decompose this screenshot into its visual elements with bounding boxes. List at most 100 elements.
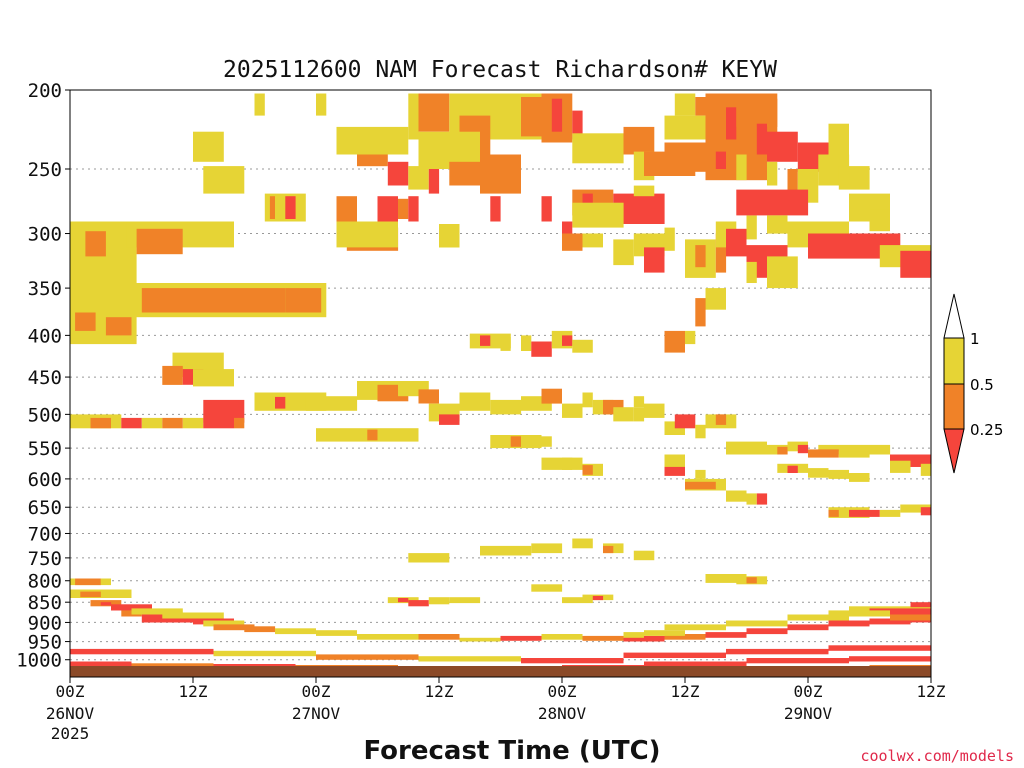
ri-cell (480, 176, 521, 194)
ri-cell (869, 608, 931, 615)
ri-cell (131, 608, 183, 615)
ri-cell (285, 288, 322, 313)
ri-cell (541, 634, 583, 640)
ri-cell (726, 107, 737, 140)
ri-cell (316, 93, 327, 116)
ri-cell (136, 228, 183, 255)
ri-cell (377, 428, 398, 442)
ri-cell (920, 507, 931, 516)
ri-cell (70, 661, 132, 667)
ri-cell (244, 626, 276, 633)
ri-cell (869, 209, 890, 232)
ri-cell (828, 620, 870, 627)
ri-cell (70, 648, 214, 655)
ri-cell (726, 620, 788, 627)
ri-cell (572, 538, 593, 549)
ri-cell (75, 312, 96, 331)
ri-cell (664, 634, 706, 640)
ri-cell (162, 417, 183, 429)
ri-cell (664, 466, 685, 476)
ri-cell (644, 403, 665, 418)
ri-cell (756, 493, 768, 505)
ri-cell (705, 574, 747, 583)
x-tick-time: 12Z (671, 682, 700, 701)
x-tick-date: 29NOV (784, 704, 833, 723)
x-tick-time: 12Z (179, 682, 208, 701)
ri-cell (275, 396, 286, 409)
y-tick-label: 600 (28, 469, 62, 491)
ri-cell (572, 110, 583, 140)
legend-label-0.5: 0.5 (970, 376, 994, 394)
y-tick-label: 550 (28, 438, 62, 460)
y-tick-label: 850 (28, 592, 62, 614)
ri-cell (808, 468, 829, 478)
ri-cell (623, 632, 644, 638)
ri-cell (767, 215, 788, 234)
y-tick-label: 400 (28, 325, 62, 347)
legend-swatch-yellow (943, 337, 965, 385)
ri-cell (336, 126, 409, 155)
legend-arrow-top (943, 293, 965, 339)
y-tick-label: 1000 (16, 650, 62, 672)
ri-cell (715, 414, 727, 425)
ri-cell (213, 650, 316, 657)
ri-cell (900, 504, 931, 513)
ri-cell (531, 341, 552, 357)
ri-cell (644, 151, 696, 176)
ri-cell (141, 288, 286, 313)
ri-cell (418, 93, 450, 132)
ri-cell (685, 481, 716, 490)
legend: 1 0.5 0.25 (943, 293, 1003, 474)
ri-cell (736, 98, 757, 127)
ri-cell (408, 166, 429, 190)
ri-cell (551, 98, 563, 132)
ri-cell (818, 444, 891, 455)
ri-cell (736, 189, 809, 216)
x-tick-time: 12Z (425, 682, 454, 701)
y-tick-label: 700 (28, 523, 62, 545)
ri-cell (459, 392, 491, 411)
y-axis: 200 250 300 350 400 450 500 550 600 650 700 7508008… (16, 80, 70, 672)
ri-cell (582, 233, 603, 248)
ri-cell (562, 403, 583, 418)
ri-cell (408, 553, 450, 563)
ri-cell (910, 602, 931, 608)
data-cells (70, 93, 936, 672)
x-axis-label: Forecast Time (UTC) (363, 736, 660, 766)
ri-cell (592, 595, 604, 601)
ri-cell (521, 335, 532, 351)
ri-cell (746, 658, 849, 664)
ri-cell (644, 661, 747, 667)
ri-cell (582, 635, 624, 641)
ri-cell (787, 441, 808, 452)
ri-cell (572, 339, 593, 353)
ri-cell (664, 227, 675, 251)
credit-text: coolwx.com/models (860, 747, 1014, 765)
ri-cell (572, 202, 624, 228)
ri-cell (674, 93, 696, 116)
ri-cell (633, 396, 645, 408)
ri-cell (305, 396, 358, 411)
ri-cell (562, 233, 583, 251)
ri-cell (726, 648, 829, 655)
ri-cell (869, 618, 911, 625)
ri-cell (664, 330, 685, 353)
ri-cell (705, 288, 726, 310)
ri-cell (285, 196, 296, 219)
ri-cell (664, 624, 726, 631)
ri-cell (931, 451, 936, 464)
ri-cell (756, 123, 768, 155)
ri-cell (931, 513, 936, 524)
ri-cell (541, 388, 562, 404)
ri-cell (80, 591, 101, 598)
ri-cell (541, 196, 552, 222)
ri-cell (316, 654, 419, 660)
ri-cell (695, 469, 706, 479)
ri-cell (582, 392, 593, 408)
x-tick-year: 2025 (51, 724, 90, 743)
ri-cell (428, 169, 440, 194)
ri-cell (182, 417, 204, 429)
ri-cell (633, 550, 655, 561)
ri-cell (203, 166, 245, 194)
